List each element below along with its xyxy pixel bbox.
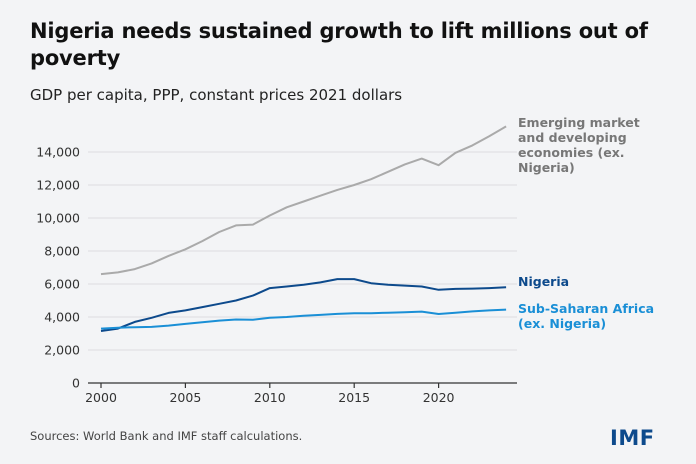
series-label: and developing — [518, 130, 627, 145]
chart-title: Nigeria needs sustained growth to lift m… — [30, 19, 648, 70]
y-tick-label: 0 — [72, 376, 80, 391]
series-line-ssa — [100, 308, 507, 330]
x-tick-label: 2015 — [338, 390, 370, 405]
x-axis: 2000 2005 2010 2015 2020 — [85, 382, 517, 405]
series-line-emde — [100, 125, 507, 276]
y-tick-label: 8,000 — [44, 244, 80, 259]
series-label: (ex. Nigeria) — [518, 316, 606, 331]
series-label: Emerging market — [518, 115, 640, 130]
series-label: Nigeria) — [518, 160, 575, 175]
source-note: Sources: World Bank and IMF staff calcul… — [30, 429, 303, 443]
imf-logo: IMF — [610, 426, 655, 450]
x-tick-label: 2020 — [423, 390, 455, 405]
x-tick-label: 2010 — [254, 390, 286, 405]
series-label: economies (ex. — [518, 145, 625, 160]
y-tick-label: 12,000 — [36, 178, 80, 193]
series-line-nigeria — [100, 278, 507, 332]
series-label: Nigeria — [518, 274, 569, 289]
y-tick-label: 2,000 — [44, 343, 80, 358]
series-lines — [100, 125, 507, 332]
gridlines — [88, 151, 517, 351]
x-tick-label: 2000 — [85, 390, 117, 405]
y-tick-label: 14,000 — [36, 145, 80, 160]
x-tick-label: 2005 — [169, 390, 201, 405]
chart-subtitle: GDP per capita, PPP, constant prices 202… — [30, 86, 403, 104]
series-label: Sub-Saharan Africa — [518, 301, 654, 316]
y-tick-label: 4,000 — [44, 310, 80, 325]
y-tick-label: 6,000 — [44, 277, 80, 292]
y-tick-label: 10,000 — [36, 211, 80, 226]
y-axis: 0 2,000 4,000 6,000 8,000 10,000 12,000 14,000 — [36, 145, 80, 391]
